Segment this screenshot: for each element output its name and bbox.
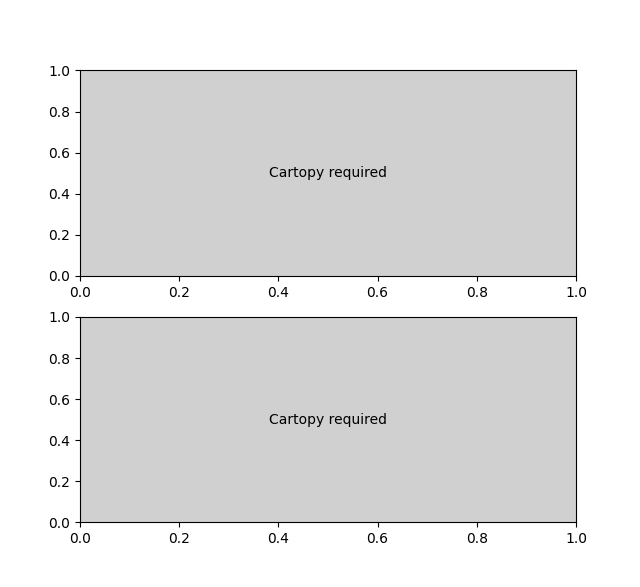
Text: Cartopy required: Cartopy required bbox=[269, 166, 387, 180]
Text: Cartopy required: Cartopy required bbox=[269, 413, 387, 427]
